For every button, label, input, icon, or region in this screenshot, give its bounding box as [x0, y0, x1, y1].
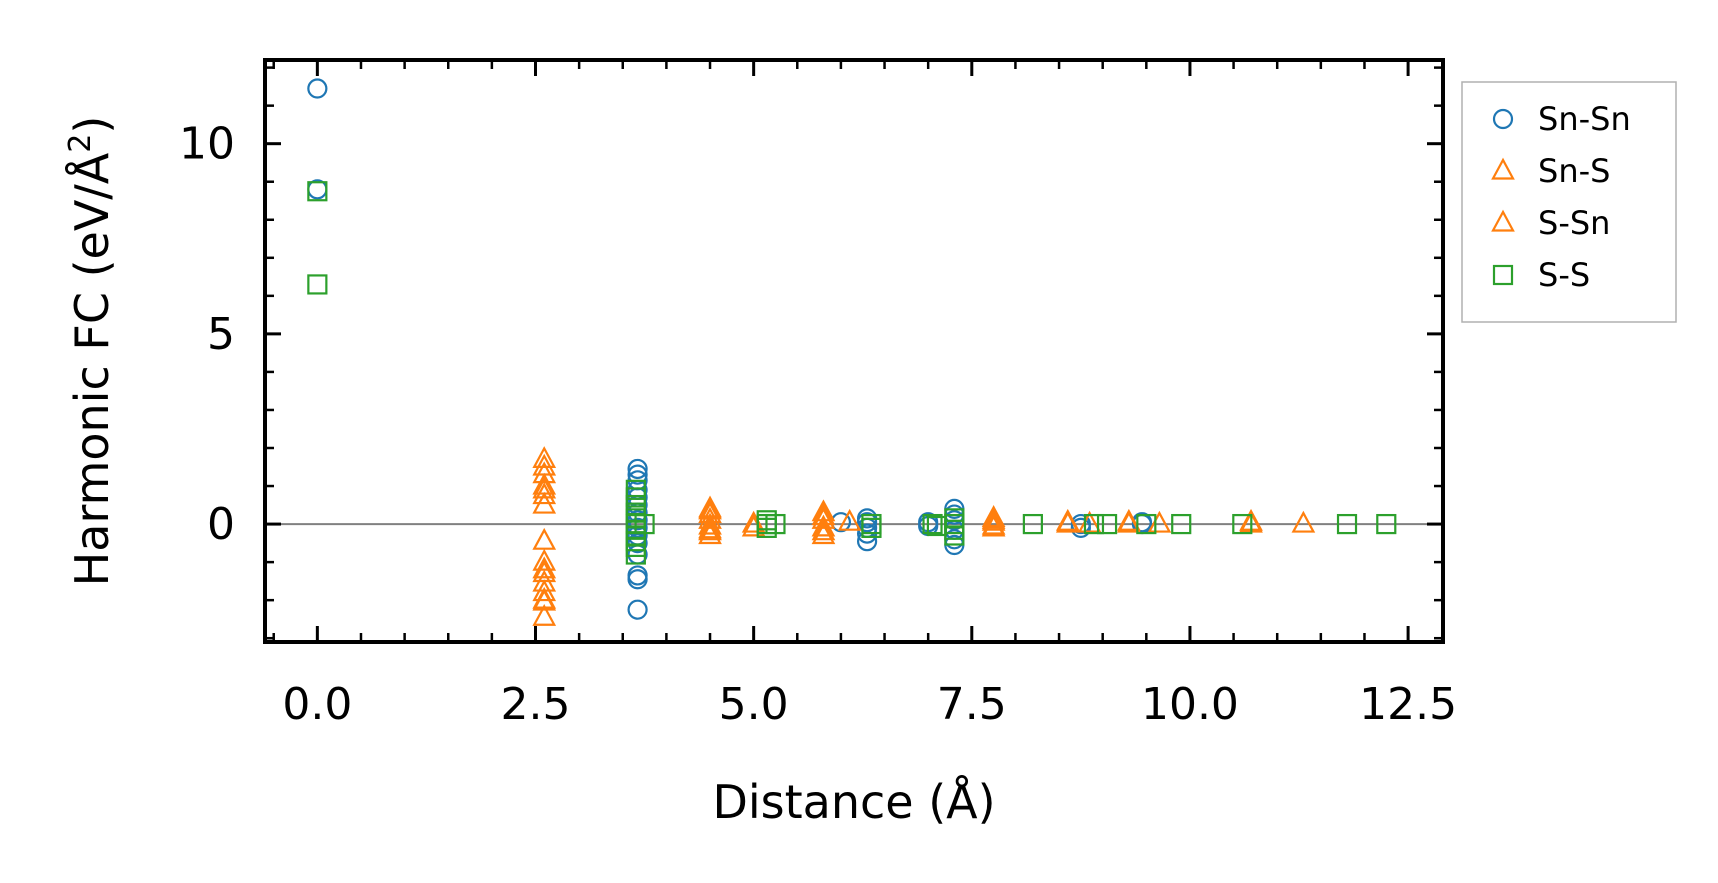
point-s-sn [981, 514, 1006, 537]
point-s-sn [1055, 508, 1080, 531]
legend: Sn-Sn Sn-S S-Sn S-S [1461, 81, 1677, 323]
point-s-s [1171, 513, 1192, 535]
point-s-s [944, 525, 965, 546]
legend-marker-s-s [1492, 264, 1514, 286]
legend-label-sn-sn: Sn-Sn [1538, 100, 1631, 138]
x-tick-label: 7.5 [937, 679, 1007, 730]
point-sn-s [532, 491, 557, 514]
point-s-s [1096, 513, 1118, 535]
point-sn-s [532, 579, 557, 602]
point-s-s [1232, 513, 1253, 535]
legend-label-sn-s: Sn-S [1538, 152, 1610, 190]
point-s-s [307, 181, 328, 202]
point-sn-s [837, 508, 862, 531]
data-points [307, 78, 1397, 626]
point-sn-s [532, 446, 557, 469]
point-s-s [861, 517, 882, 538]
point-sn-s [532, 603, 557, 626]
point-s-s [765, 513, 786, 535]
point-sn-s [698, 512, 722, 535]
point-s-sn [698, 516, 722, 539]
point-s-sn [811, 503, 836, 526]
point-s-sn [811, 518, 836, 541]
legend-marker-sn-sn [1492, 108, 1514, 130]
legend-frame [1461, 81, 1677, 323]
x-tick-label: 2.5 [501, 679, 571, 730]
y-axis-label-end: ) [65, 116, 119, 134]
y-axis-label: Harmonic FC (eV/Å2) [63, 116, 119, 587]
x-axis-label: Distance (Å) [712, 775, 995, 829]
point-sn-s [532, 527, 557, 550]
point-s-s [1376, 513, 1397, 535]
series-s-s [307, 181, 1397, 565]
plot-frame [263, 58, 1445, 644]
series-s-sn [532, 453, 1263, 609]
point-s-sn [532, 586, 557, 609]
legend-label-s-sn: S-Sn [1538, 204, 1610, 242]
point-sn-s [532, 482, 557, 505]
point-sn-s [811, 522, 836, 545]
x-tick-label: 10.0 [1141, 679, 1239, 730]
axis-ticks [265, 60, 1443, 642]
legend-marker-s-sn [1491, 209, 1515, 232]
point-s-s [1022, 513, 1043, 535]
legend-entries: Sn-Sn Sn-S S-Sn S-S [1491, 100, 1631, 294]
point-s-sn [532, 476, 557, 499]
point-sn-sn [627, 464, 648, 485]
point-s-s [922, 513, 943, 535]
x-tick-label: 12.5 [1359, 679, 1457, 730]
point-sn-s [1291, 510, 1316, 533]
point-s-s [625, 544, 646, 565]
x-tick-label: 0.0 [282, 679, 352, 730]
point-s-sn [981, 506, 1006, 529]
point-s-s [1336, 513, 1358, 535]
point-sn-sn [627, 458, 648, 480]
point-sn-s [532, 548, 557, 571]
point-sn-sn [307, 78, 328, 99]
y-tick-label: 5 [207, 309, 235, 360]
point-sn-sn [627, 599, 648, 620]
point-s-s [307, 274, 328, 295]
point-s-sn [532, 556, 557, 579]
point-sn-s [811, 506, 836, 529]
y-axis-label-main: Harmonic FC (eV/Å [65, 152, 119, 586]
point-sn-sn [1070, 517, 1091, 538]
point-s-sn [532, 453, 557, 476]
point-s-sn [1117, 510, 1141, 533]
x-tick-label: 5.0 [719, 679, 789, 730]
point-s-s [634, 513, 655, 535]
point-sn-sn [627, 569, 648, 590]
legend-marker-sn-s [1491, 157, 1515, 180]
y-axis-label-superscript: 2 [63, 134, 98, 153]
plot-area [265, 60, 1443, 642]
y-tick-label: 0 [207, 499, 235, 550]
point-sn-s [698, 522, 722, 545]
x-tick-labels: 0.0 2.5 5.0 7.5 10.0 12.5 [282, 679, 1457, 730]
point-sn-s [532, 461, 557, 484]
y-tick-labels: 0 5 10 [179, 119, 235, 550]
point-sn-s [811, 514, 836, 537]
y-tick-label: 10 [179, 119, 235, 170]
point-s-s [1136, 513, 1157, 535]
legend-label-s-s: S-S [1538, 256, 1590, 294]
point-s-s [1083, 513, 1105, 535]
